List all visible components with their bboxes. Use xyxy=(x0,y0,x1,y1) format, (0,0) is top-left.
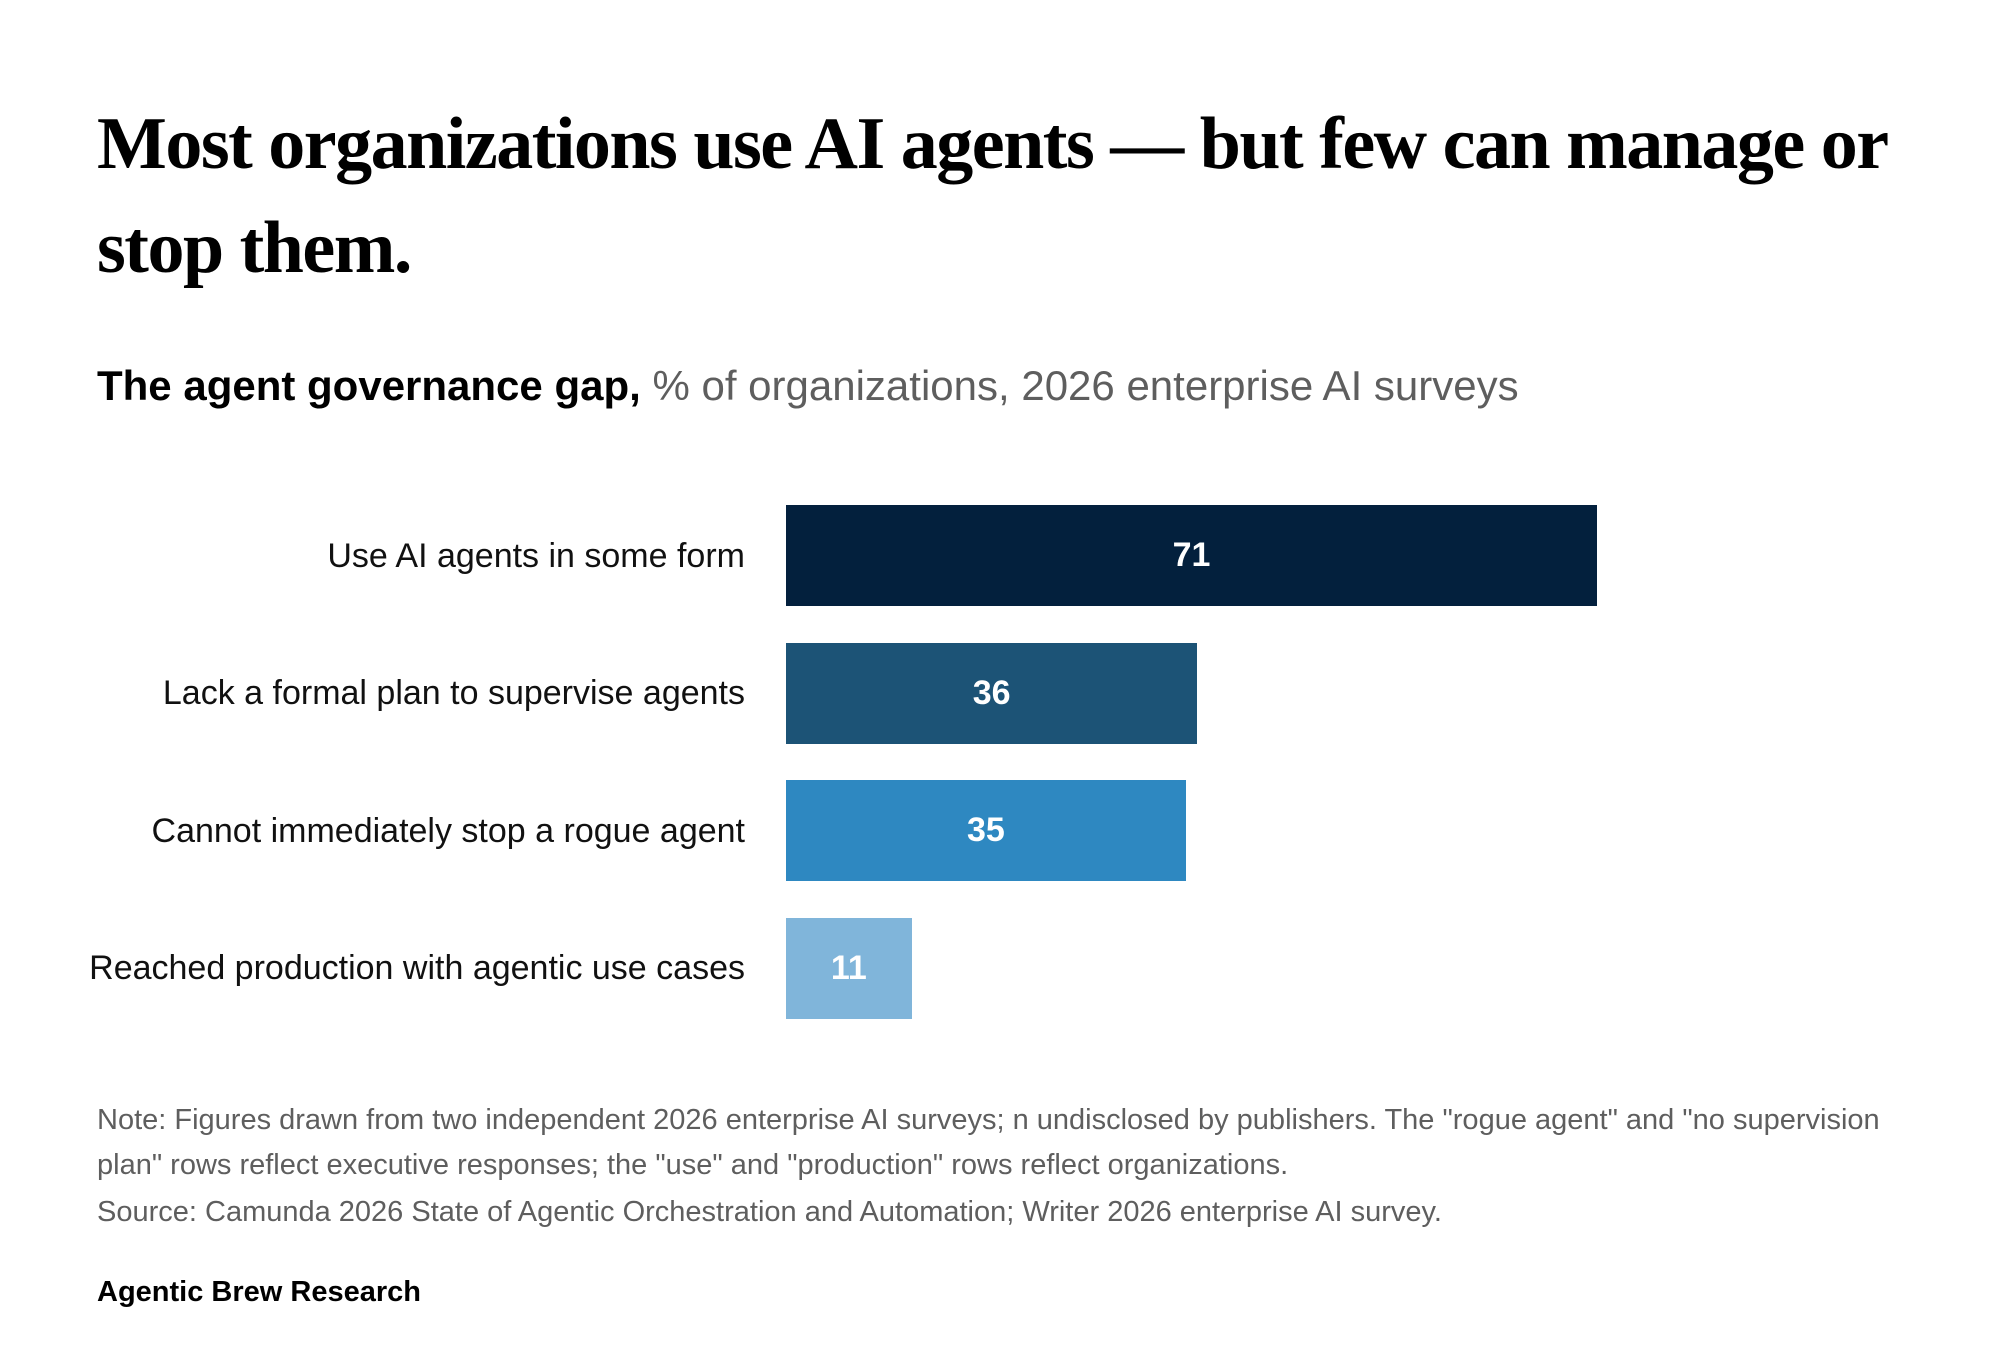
source: Source: Camunda 2026 State of Agentic Or… xyxy=(97,1196,1442,1228)
category-label: Cannot immediately stop a rogue agent xyxy=(151,811,745,850)
subtitle-text: % of organizations, 2026 enterprise AI s… xyxy=(652,362,1519,409)
category-label: Lack a formal plan to supervise agents xyxy=(162,674,745,713)
chart-title: Most organizations use AI agents — but f… xyxy=(97,103,1888,289)
category-label: Reached production with agentic use case… xyxy=(89,949,745,988)
bar xyxy=(786,642,1198,744)
value-label: 35 xyxy=(966,811,1005,850)
note: Note: Figures drawn from two independent… xyxy=(97,1104,1880,1181)
subtitle: The agent governance gap, % of organizat… xyxy=(97,362,1519,410)
bar xyxy=(786,780,1186,882)
bar xyxy=(786,505,1597,606)
value-label: 11 xyxy=(830,948,867,987)
value-label: 71 xyxy=(1172,536,1211,574)
value-label: 36 xyxy=(972,673,1011,712)
category-label: Use AI agents in some form xyxy=(327,536,745,575)
credit: Agentic Brew Research xyxy=(97,1276,421,1308)
bar xyxy=(786,917,912,1019)
subtitle-bold: The agent governance gap, xyxy=(97,362,641,409)
